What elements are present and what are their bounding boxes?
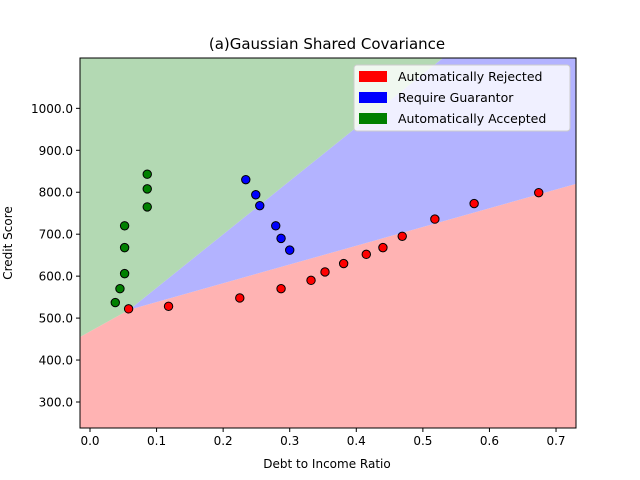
scatter-points [110, 169, 544, 314]
point-automatically-rejected [397, 231, 407, 241]
point-automatically-rejected [276, 284, 286, 294]
point-automatically-rejected [163, 301, 174, 312]
region-automatically-rejected [80, 183, 576, 428]
point-automatically-rejected [235, 293, 245, 303]
legend-swatch-automatically-rejected [359, 71, 387, 82]
legend-label-require-guarantor: Require Guarantor [398, 90, 514, 105]
x-tick-label: 0.1 [147, 434, 166, 448]
x-axis-label: Debt to Income Ratio [263, 457, 390, 471]
y-axis-ticks: 300.0 400.0 500.0 600.0 700.0 800.0 900.0 1000.… [31, 102, 80, 409]
point-automatically-rejected [469, 198, 479, 209]
point-automatically-accepted [110, 297, 120, 308]
y-tick-label: 400.0 [39, 354, 73, 368]
point-require-guarantor [255, 200, 265, 211]
y-axis-label: Credit Score [1, 206, 15, 280]
point-automatically-accepted [142, 169, 152, 179]
y-tick-label: 300.0 [39, 395, 73, 409]
x-tick-label: 0.4 [347, 434, 366, 448]
point-automatically-rejected [123, 304, 134, 314]
y-tick-label: 800.0 [39, 186, 73, 200]
point-automatically-rejected [306, 275, 316, 286]
point-require-guarantor [251, 190, 261, 200]
x-tick-label: 0.5 [413, 434, 432, 448]
point-require-guarantor [271, 221, 281, 231]
legend-label-automatically-accepted: Automatically Accepted [398, 111, 546, 126]
point-automatically-accepted [119, 221, 130, 231]
x-tick-label: 0.7 [546, 434, 565, 448]
chart-title: (a)Gaussian Shared Covariance [209, 35, 445, 53]
x-tick-label: 0.3 [280, 434, 299, 448]
point-require-guarantor [276, 233, 286, 244]
region-automatically-accepted [80, 58, 443, 337]
plot-frame [79, 57, 577, 429]
legend-swatch-automatically-accepted [359, 113, 387, 124]
y-tick-label: 1000.0 [31, 102, 73, 116]
point-automatically-rejected [338, 258, 349, 269]
point-automatically-rejected [430, 214, 440, 224]
legend: Automatically Rejected Require Guarantor A… [353, 64, 571, 132]
point-automatically-accepted [119, 268, 130, 279]
legend-box [353, 64, 571, 132]
x-tick-label: 0.6 [480, 434, 499, 448]
point-automatically-accepted [119, 242, 130, 253]
point-automatically-accepted [142, 184, 152, 194]
y-tick-label: 700.0 [39, 228, 73, 242]
point-automatically-rejected [361, 249, 371, 260]
point-automatically-rejected [320, 267, 330, 277]
legend-swatch-require-guarantor [359, 92, 387, 103]
point-require-guarantor [285, 245, 295, 255]
x-axis-ticks: 0.0 0.1 0.2 0.3 0.4 0.5 0.6 0.7 [80, 428, 566, 448]
y-tick-label: 900.0 [39, 144, 73, 158]
point-require-guarantor [241, 174, 251, 185]
point-automatically-accepted [142, 202, 152, 212]
point-automatically-accepted [115, 284, 125, 294]
legend-label-automatically-rejected: Automatically Rejected [398, 69, 542, 84]
x-tick-label: 0.2 [214, 434, 233, 448]
y-tick-label: 600.0 [39, 270, 73, 284]
point-automatically-rejected [534, 187, 544, 198]
x-tick-label: 0.0 [80, 434, 99, 448]
point-automatically-rejected [378, 242, 388, 253]
y-tick-label: 500.0 [39, 312, 73, 326]
